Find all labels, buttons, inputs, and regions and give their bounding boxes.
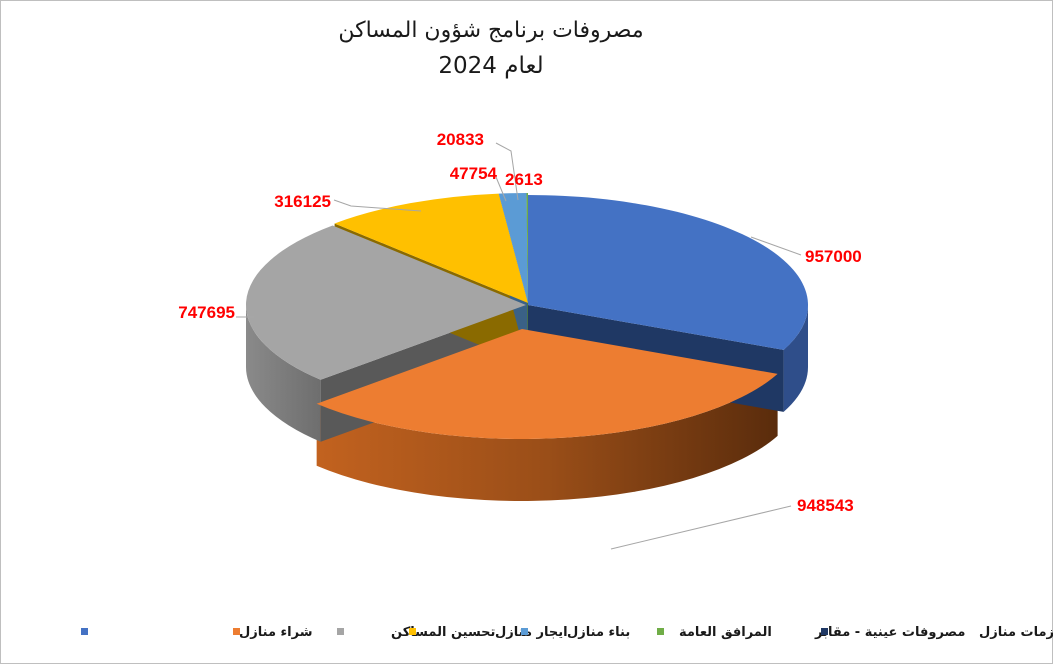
legend-item-ايجار-منازل[interactable]: ايجار منازل <box>337 625 568 640</box>
slice-المرافق-العامة[interactable] <box>498 193 528 303</box>
legend-label: شراء منازل <box>239 625 313 640</box>
leader-line-المرافق-العامة <box>495 176 507 202</box>
legend-label: تحسين المساكن <box>391 625 495 640</box>
slice-side-ايجار-منازل <box>246 305 321 442</box>
data-label-extra: 20833 <box>437 130 484 149</box>
legend-item-بناء-منازل[interactable]: بناء منازل <box>409 625 630 640</box>
data-label-شراء-منازل: 957000 <box>805 247 862 266</box>
slice-side-شراء-منازل <box>783 305 809 412</box>
chart-subtitle: لعام 2024 <box>438 53 543 79</box>
legend-swatch <box>81 628 88 635</box>
slice-مصروفات-عينية---مقابر[interactable] <box>526 193 528 303</box>
slice-شراء-منازل[interactable] <box>528 195 808 350</box>
legend-swatch <box>821 628 828 635</box>
slice-side-تحسين-المساكن <box>316 373 778 502</box>
legend-label: مستلزمات منازل <box>979 625 1053 640</box>
legend-label: ايجار منازل <box>495 625 568 640</box>
data-label-تحسين-المساكن: 948543 <box>797 496 854 515</box>
chart-title: مصروفات برنامج شؤون المساكن <box>338 18 643 43</box>
legend-label: المرافق العامة <box>679 625 772 640</box>
data-label-مصروفات-عينية---مقابر: 2613 <box>505 170 543 189</box>
data-label-بناء-منازل: 316125 <box>274 192 331 211</box>
legend-swatch <box>409 628 416 635</box>
legend-item-المرافق-العامة[interactable]: المرافق العامة <box>521 625 772 640</box>
leader-line-مصروفات-عينية---مقابر <box>495 142 519 201</box>
legend-swatch <box>521 628 528 635</box>
data-label-ايجار-منازل: 747695 <box>178 303 235 322</box>
legend-label: بناء منازل <box>567 625 630 640</box>
legend-item-مصروفات-عينية---مقابر[interactable]: مصروفات عينية - مقابر <box>657 625 965 640</box>
slice-بناء-منازل[interactable] <box>334 193 528 303</box>
legend-swatch <box>657 628 664 635</box>
leader-line-بناء-منازل <box>333 199 422 212</box>
legend-label: مصروفات عينية - مقابر <box>814 625 965 640</box>
legend-swatch <box>233 628 240 635</box>
legend-swatch <box>337 628 344 635</box>
legend-item-تحسين-المساكن[interactable]: تحسين المساكن <box>233 625 495 640</box>
legend-item-مستلزمات-منازل[interactable]: مستلزمات منازل <box>821 625 1053 640</box>
legend-item-شراء-منازل[interactable]: شراء منازل <box>81 625 313 640</box>
slice-تحسين-المساكن[interactable] <box>316 329 778 439</box>
data-label-المرافق-العامة: 47754 <box>450 164 498 183</box>
leader-line-تحسين-المساكن <box>610 505 792 550</box>
slice-ايجار-منازل[interactable] <box>246 225 526 380</box>
leader-line-شراء-منازل <box>750 236 802 256</box>
